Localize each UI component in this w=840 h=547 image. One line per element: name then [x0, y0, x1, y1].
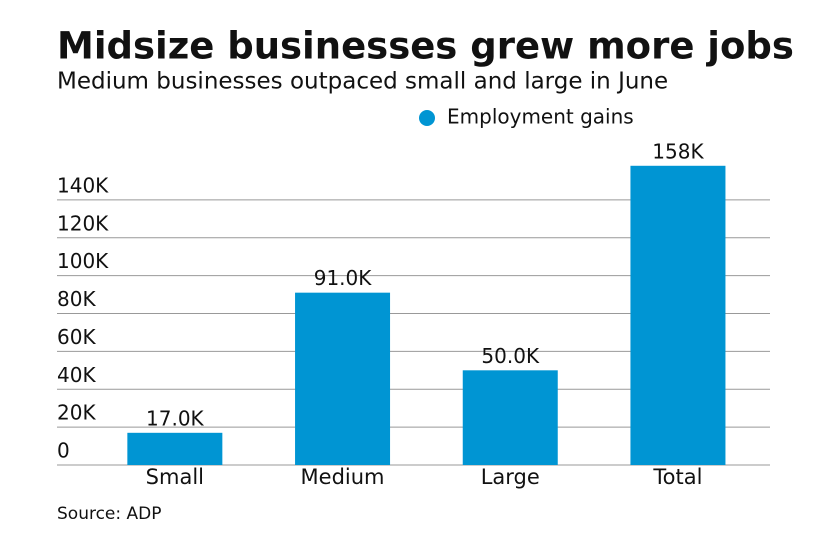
x-tick-label: Medium — [301, 465, 385, 489]
value-label: 91.0K — [314, 266, 373, 290]
bar — [295, 292, 391, 465]
y-tick-label: 40K — [57, 363, 96, 387]
bar — [630, 165, 726, 465]
legend-marker — [419, 110, 435, 126]
y-tick-label: 60K — [57, 325, 96, 349]
y-tick-label: 100K — [57, 249, 109, 273]
y-tick-label: 0 — [57, 439, 70, 463]
chart-title: Midsize businesses grew more jobs — [57, 25, 794, 68]
value-label: 158K — [652, 139, 704, 163]
y-tick-label: 80K — [57, 287, 96, 311]
y-tick-label: 120K — [57, 211, 109, 235]
value-label: 17.0K — [146, 406, 205, 430]
bar — [127, 432, 223, 465]
y-tick-label: 140K — [57, 173, 109, 197]
source: Source: ADP — [57, 504, 162, 524]
x-tick-label: Large — [481, 465, 540, 489]
value-label: 50.0K — [481, 344, 540, 368]
chart-subtitle: Medium businesses outpaced small and lar… — [57, 69, 668, 95]
bar — [462, 370, 558, 465]
x-tick-label: Small — [146, 465, 204, 489]
x-tick-label: Total — [652, 465, 702, 489]
legend-label: Employment gains — [447, 105, 634, 129]
y-tick-label: 20K — [57, 401, 96, 425]
